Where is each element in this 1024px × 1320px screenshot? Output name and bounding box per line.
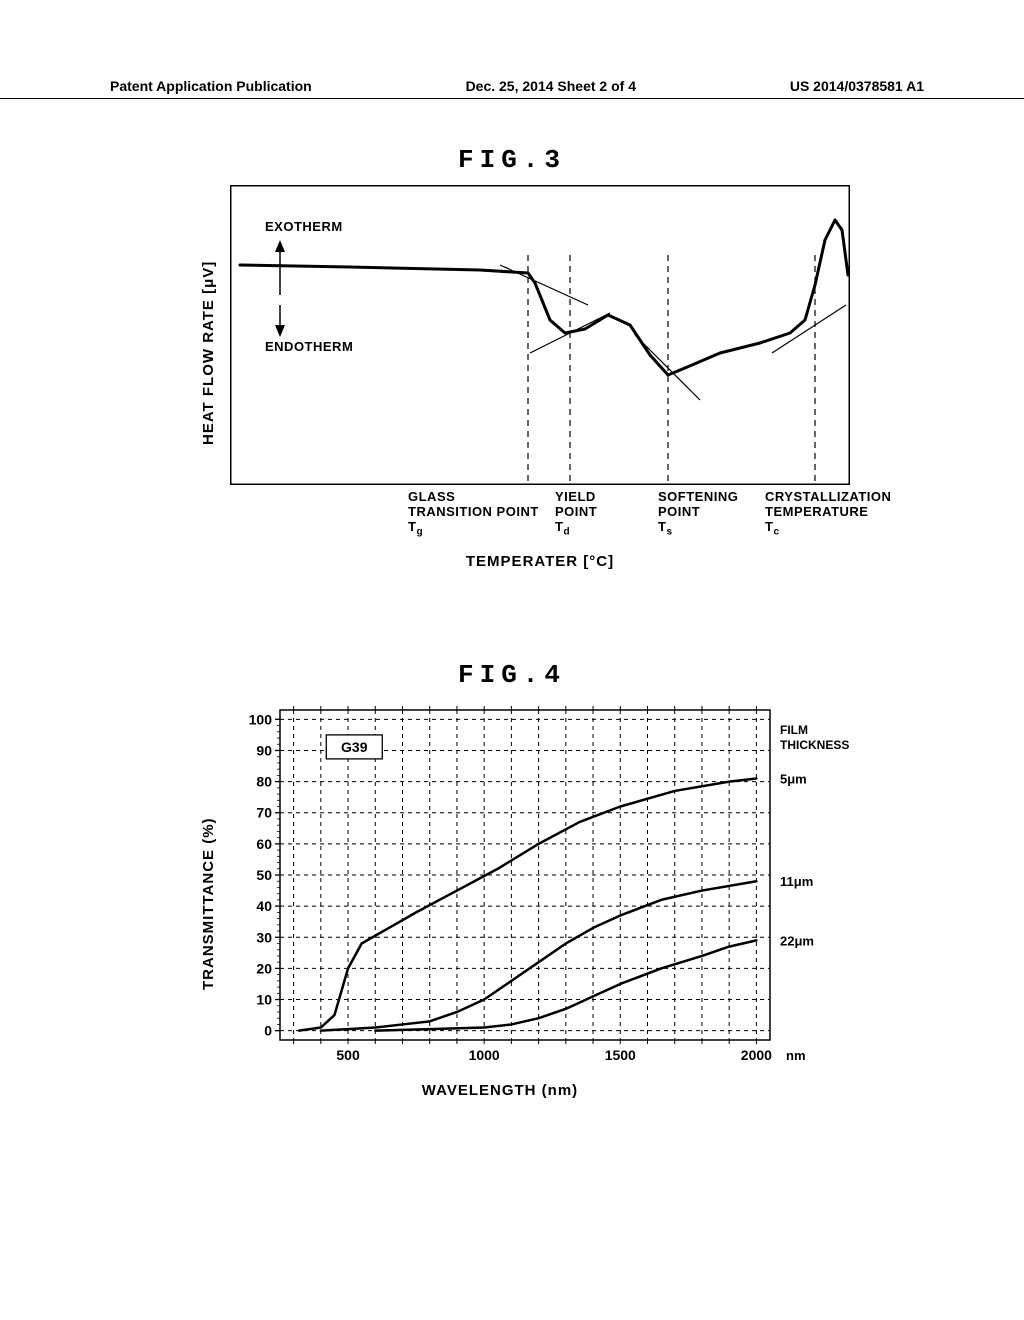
svg-text:500: 500 bbox=[336, 1047, 360, 1063]
svg-text:50: 50 bbox=[256, 867, 272, 883]
fig3-xlabel: TEMPERATER [°C] bbox=[230, 553, 850, 570]
header-right: US 2014/0378581 A1 bbox=[790, 78, 924, 94]
svg-text:100: 100 bbox=[249, 711, 273, 727]
svg-text:G39: G39 bbox=[341, 739, 368, 755]
figure-4: FIG.4 TRANSMITTANCE (%) 0 10 20 30 40 50 60 70 8… bbox=[0, 660, 1024, 1110]
fig3-xtick-3: CRYSTALLIZATIONTEMPERATURETc bbox=[765, 490, 891, 538]
figure-3: FIG.3 HEAT FLOW RATE [μV] EXOTHERM ENDOT… bbox=[0, 145, 1024, 485]
fig3-endotherm-label: ENDOTHERM bbox=[265, 340, 353, 355]
svg-text:80: 80 bbox=[256, 774, 272, 790]
svg-text:11μm: 11μm bbox=[780, 874, 813, 889]
svg-text:5μm: 5μm bbox=[780, 771, 807, 786]
fig4-ylabel: TRANSMITTANCE (%) bbox=[200, 817, 217, 990]
svg-text:2000: 2000 bbox=[741, 1047, 772, 1063]
svg-text:70: 70 bbox=[256, 805, 272, 821]
svg-text:THICKNESS: THICKNESS bbox=[780, 738, 849, 752]
fig4-xlabel: WAVELENGTH (nm) bbox=[220, 1082, 780, 1099]
svg-text:0: 0 bbox=[264, 1023, 272, 1039]
fig3-xtick-0: GLASSTRANSITION POINTTg bbox=[408, 490, 539, 538]
svg-text:90: 90 bbox=[256, 742, 272, 758]
fig3-exotherm-label: EXOTHERM bbox=[265, 220, 343, 235]
header-center: Dec. 25, 2014 Sheet 2 of 4 bbox=[466, 78, 636, 94]
svg-text:1500: 1500 bbox=[605, 1047, 636, 1063]
fig3-ylabel: HEAT FLOW RATE [μV] bbox=[200, 261, 217, 445]
header-left: Patent Application Publication bbox=[110, 78, 312, 94]
svg-text:1000: 1000 bbox=[469, 1047, 500, 1063]
svg-text:22μm: 22μm bbox=[780, 933, 814, 948]
fig3-title: FIG.3 bbox=[0, 145, 1024, 175]
svg-text:nm: nm bbox=[786, 1048, 806, 1063]
svg-text:10: 10 bbox=[256, 992, 272, 1008]
fig3-xtick-1: YIELDPOINTTd bbox=[555, 490, 597, 538]
svg-text:60: 60 bbox=[256, 836, 272, 852]
svg-text:30: 30 bbox=[256, 929, 272, 945]
svg-text:FILM: FILM bbox=[780, 723, 808, 737]
fig4-svg: 0 10 20 30 40 50 60 70 80 90 100 500 1000 1500 2000 nm G… bbox=[220, 700, 890, 1080]
fig4-title: FIG.4 bbox=[0, 660, 1024, 690]
svg-text:20: 20 bbox=[256, 960, 272, 976]
fig4-chart: TRANSMITTANCE (%) 0102030405060708090100… bbox=[220, 700, 800, 1110]
fig3-chart: HEAT FLOW RATE [μV] EXOTHERM ENDOTHERM G… bbox=[230, 185, 850, 485]
page-header: Patent Application Publication Dec. 25, … bbox=[0, 78, 1024, 99]
svg-text:40: 40 bbox=[256, 898, 272, 914]
fig3-xtick-2: SOFTENINGPOINTTs bbox=[658, 490, 738, 538]
